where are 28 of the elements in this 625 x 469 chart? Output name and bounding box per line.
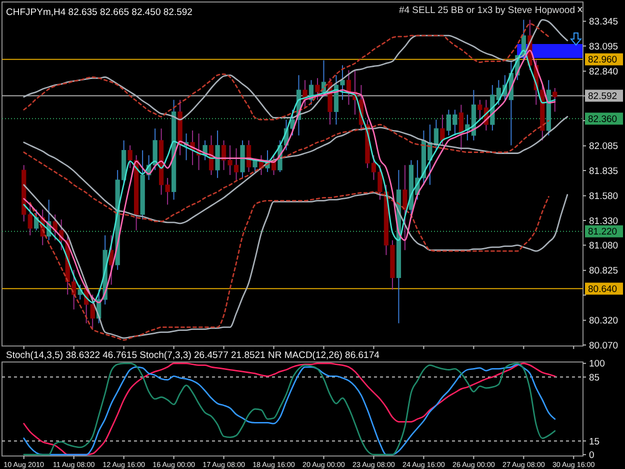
y-tick-label: 82.085 [589, 141, 618, 152]
ref-line-label: 82.960 [588, 54, 618, 66]
y-tick-label: 83.095 [589, 41, 618, 52]
y-tick-label: 81.835 [589, 166, 618, 177]
y-tick-label: 80.070 [589, 340, 618, 352]
candlestick [552, 88, 558, 112]
y-tick-label: 83.345 [589, 16, 618, 28]
ref-line-label: 82.360 [588, 114, 618, 125]
text: CHFJPYm,H4 82.635 82.665 82.450 82.592 [6, 7, 192, 18]
y-tick-label: 80.825 [589, 266, 618, 277]
y-tick-label: 100 [589, 358, 605, 370]
annotation: #4 SELL 25 BB or 1x3 by Steve Hopwood [398, 5, 575, 16]
candlestick [402, 164, 408, 251]
ref-line-label: 80.640 [588, 284, 618, 295]
y-tick-label: 15 [589, 436, 600, 448]
y-tick-label: 80.320 [589, 316, 618, 327]
candlestick [440, 114, 445, 146]
y-tick-label: 81.080 [589, 240, 618, 252]
y-tick-label: 82.840 [589, 66, 618, 78]
y-tick-label: 81.580 [589, 191, 618, 202]
candlestick [315, 78, 320, 100]
ref-line-label: 81.220 [588, 226, 618, 238]
ref-line-label: 82.592 [588, 91, 618, 102]
candlestick [458, 104, 464, 151]
y-tick-label: 0 [589, 450, 594, 461]
y-tick-label: 81.330 [589, 216, 618, 227]
y-tick-label: 85 [589, 372, 600, 384]
chart-title: Stoch(14,3,5) 38.6322 46.7615 Stoch(7,3,3) 26.4577 21.8521 NR MACD(12,26) 86.6174 [6, 350, 380, 361]
